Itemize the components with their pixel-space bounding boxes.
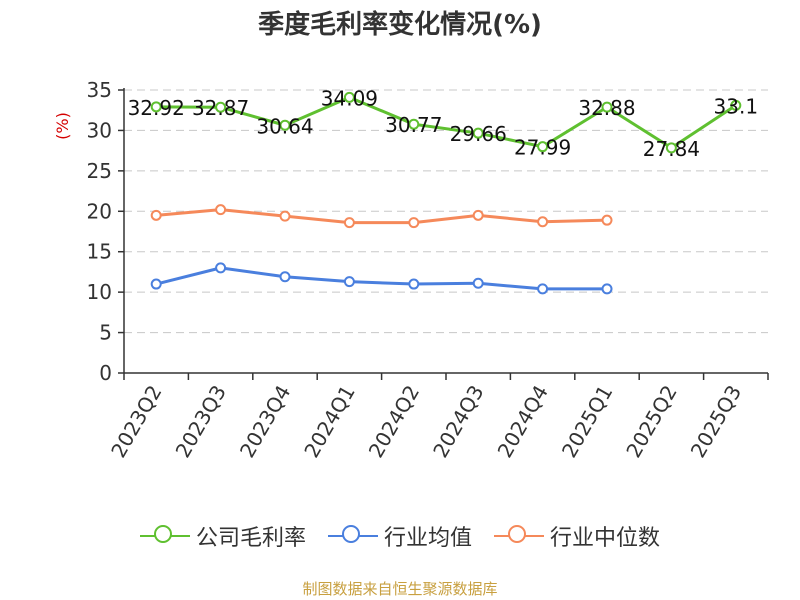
series-line [156, 208, 608, 225]
data-point[interactable] [150, 101, 162, 113]
legend-label: 行业中位数 [550, 526, 661, 551]
y-tick-label: 30 [87, 118, 112, 142]
x-tick-label: 2025Q1 [557, 381, 617, 462]
data-point[interactable] [150, 278, 162, 290]
data-point[interactable] [537, 216, 549, 228]
data-label: 32.87 [192, 96, 249, 120]
y-tick-label: 35 [87, 78, 112, 102]
y-tick-label: 15 [87, 240, 112, 264]
data-point[interactable] [150, 209, 162, 221]
data-point[interactable] [537, 141, 549, 153]
data-point[interactable] [601, 283, 613, 295]
x-tick-label: 2023Q3 [171, 381, 231, 462]
data-point[interactable] [279, 271, 291, 283]
legend-item-industry-mean[interactable]: 行业均值 [327, 520, 472, 552]
data-point[interactable] [343, 217, 355, 229]
data-point[interactable] [279, 119, 291, 131]
data-point[interactable] [408, 278, 420, 290]
data-point[interactable] [472, 127, 484, 139]
series-group [150, 91, 742, 295]
data-label: 32.92 [128, 96, 185, 120]
data-point[interactable] [215, 101, 227, 113]
legend-marker-icon [327, 524, 378, 548]
data-point[interactable] [601, 101, 613, 113]
data-point[interactable] [601, 214, 613, 226]
series-line [156, 95, 737, 150]
data-point[interactable] [343, 276, 355, 288]
legend-marker-icon [139, 524, 190, 548]
data-point[interactable] [215, 262, 227, 274]
data-label: 32.88 [578, 96, 635, 120]
data-label: 33.1 [714, 94, 759, 118]
x-tick-label: 2024Q2 [364, 381, 424, 462]
data-label: 29.66 [450, 122, 507, 146]
data-point[interactable] [730, 99, 742, 111]
data-label: 27.99 [514, 136, 571, 160]
legend-label: 行业均值 [383, 526, 472, 551]
y-tick-label: 5 [99, 321, 112, 345]
legend-label: 公司毛利率 [195, 526, 306, 551]
data-point[interactable] [665, 142, 677, 154]
x-tick-label: 2025Q2 [621, 381, 681, 462]
data-point[interactable] [408, 217, 420, 229]
chart-title: 季度毛利率变化情况(%) [258, 10, 542, 40]
data-point[interactable] [472, 277, 484, 289]
data-labels: 32.92 32.87 30.64 34.09 30.77 29.66 27.99 32.88… [128, 86, 758, 161]
x-tick-label: 2023Q4 [235, 381, 295, 462]
x-tick-label: 2024Q1 [299, 381, 359, 462]
data-point[interactable] [408, 118, 420, 130]
data-point[interactable] [472, 209, 484, 221]
legend-item-company-margin[interactable]: 公司毛利率 [139, 520, 306, 552]
data-point[interactable] [537, 283, 549, 295]
x-tick-label: 2024Q3 [428, 381, 488, 462]
data-source-note: 制图数据来自恒生聚源数据库 [302, 580, 498, 598]
data-point[interactable] [343, 91, 355, 103]
y-tick-label: 0 [99, 361, 112, 385]
y-axis-label: (%) [53, 112, 72, 140]
data-label: 27.84 [643, 137, 700, 161]
data-label: 30.77 [385, 113, 442, 137]
y-tick-label: 10 [87, 280, 112, 304]
data-label: 30.64 [256, 114, 313, 138]
x-tick-label: 2023Q2 [106, 381, 166, 462]
data-point[interactable] [279, 210, 291, 222]
series-line [155, 266, 607, 291]
legend-marker-icon [494, 524, 544, 548]
x-tick-label: 2024Q4 [493, 381, 553, 462]
data-point[interactable] [215, 204, 227, 216]
legend-item-industry-median[interactable]: 行业中位数 [494, 520, 660, 552]
legend: 公司毛利率 行业均值 行业中位数 [0, 520, 800, 552]
y-tick-label: 20 [87, 199, 112, 223]
data-label: 34.09 [321, 86, 378, 110]
x-tick-label: 2025Q3 [686, 381, 746, 462]
y-tick-label: 25 [87, 159, 112, 183]
